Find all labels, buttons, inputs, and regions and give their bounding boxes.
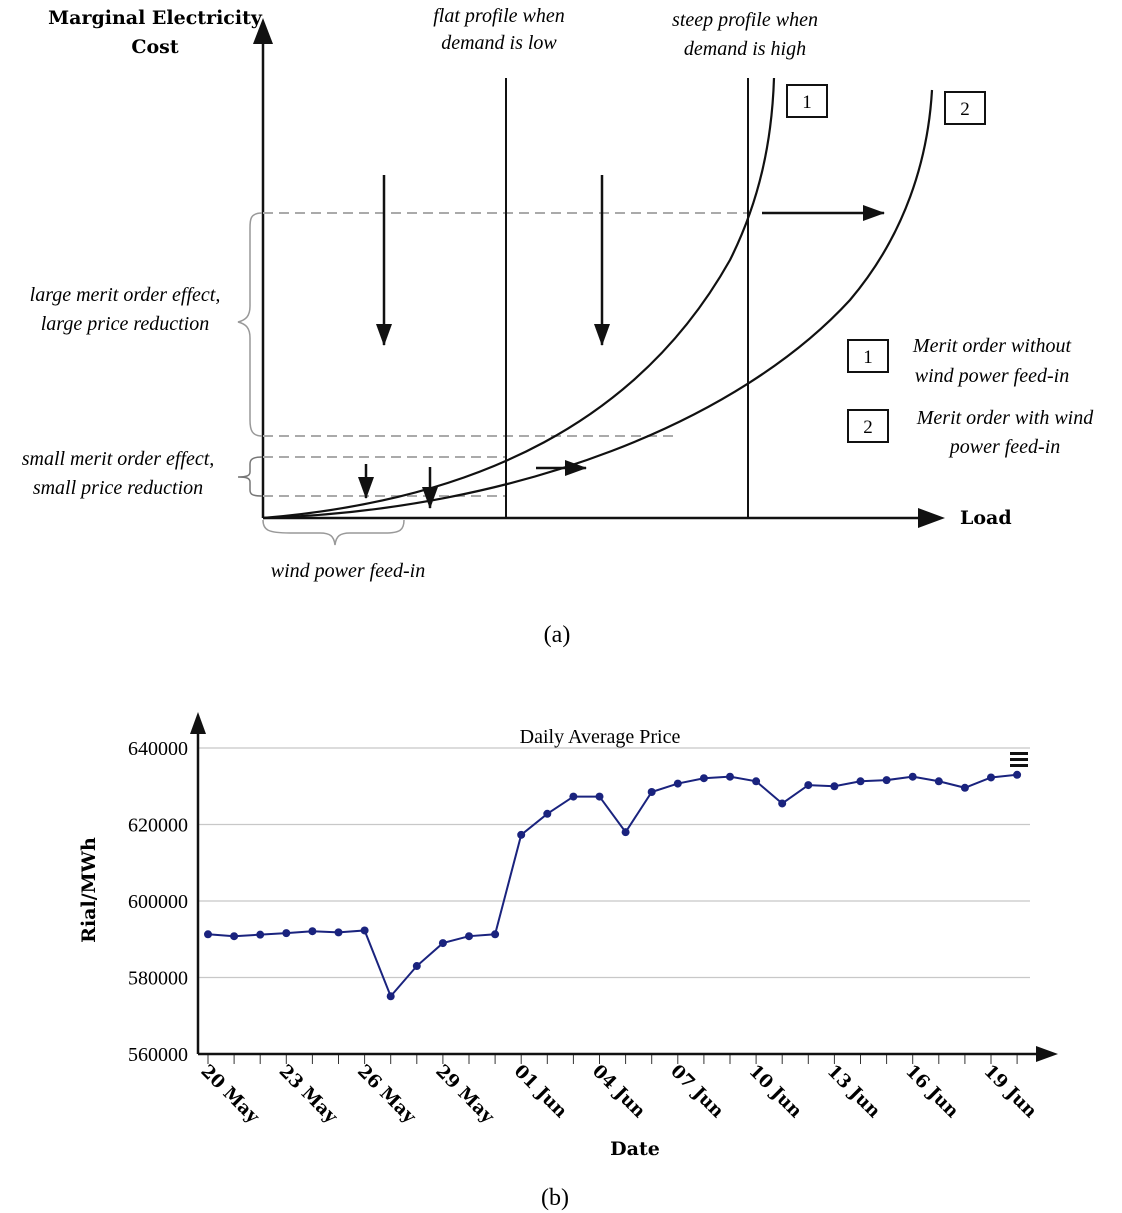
price-series-line [207,773,1018,999]
x-tick-label: 19 Jun [979,1061,1041,1123]
hamburger-menu-icon[interactable] [1010,752,1028,767]
y-tick-label: 600000 [128,891,188,913]
curve-tag-1-box [786,84,828,118]
x-tick-label: 16 Jun [901,1061,963,1123]
data-point[interactable] [778,799,787,808]
data-point[interactable] [830,782,839,791]
data-point[interactable] [230,932,239,941]
data-point[interactable] [1013,770,1022,779]
panel-b: 560000 580000 600000 620000 640000 20 May 23 … [78,712,1058,1211]
curve-tag-2-box [944,91,986,125]
data-point[interactable] [334,928,343,937]
panel-a-caption: (a) [544,622,571,648]
data-point[interactable] [960,783,969,792]
merit-order-curve-1 [262,77,776,520]
small-effect-brace [237,456,263,497]
data-point[interactable] [543,809,552,818]
legend-1-line1: Merit order without [912,335,1072,357]
panel-a-y-axis-label-line1: Marginal Electricity [48,7,263,29]
wind-feed-in-label: wind power feed-in [271,560,425,582]
y-tick-label: 640000 [128,738,188,760]
steep-profile-label-line1: steep profile when [672,9,818,31]
panel-b-y-axis-arrow [190,712,206,734]
panel-b-x-ticks: 20 May 23 May 26 May 29 May 01 Jun 04 Jun 07 J… [196,1054,1041,1128]
large-effect-brace [237,212,263,437]
y-tick-label: 580000 [128,968,188,990]
panel-a-y-axis-label-line2: Cost [131,36,178,58]
data-point[interactable] [465,932,473,941]
wind-feed-in-brace [262,519,405,546]
data-point[interactable] [308,927,317,936]
data-point[interactable] [517,830,526,839]
x-tick-label: 13 Jun [823,1061,885,1123]
price-series-points [204,770,1022,1001]
x-tick-label: 01 Jun [510,1061,572,1123]
legend-2-line2: power feed-in [948,436,1061,458]
data-point[interactable] [360,926,369,935]
steep-profile-label-line2: demand is high [684,38,806,60]
data-point[interactable] [256,930,265,939]
panel-b-x-axis-arrow [1036,1046,1058,1062]
data-point[interactable] [804,781,813,790]
x-tick-label: 29 May [431,1061,498,1128]
y-tick-label: 620000 [128,815,188,837]
y-tick-label: 560000 [128,1044,188,1066]
small-effect-label-line2: small price reduction [33,477,203,499]
panel-b-title: Daily Average Price [520,726,681,748]
legend-tag-1-box [847,339,889,373]
large-effect-label-line2: large price reduction [41,313,209,335]
data-point[interactable] [699,774,708,783]
flat-profile-label-line2: demand is low [441,32,557,54]
data-point[interactable] [569,792,578,801]
legend-1-line2: wind power feed-in [915,365,1069,387]
data-point[interactable] [934,777,943,786]
data-point[interactable] [647,787,656,796]
data-point[interactable] [987,773,995,782]
data-point[interactable] [856,777,865,786]
x-tick-label: 07 Jun [666,1061,728,1123]
panel-a-y-axis-arrow [253,18,273,44]
data-point[interactable] [282,929,291,938]
panel-a-x-axis-label: Load [960,507,1012,529]
panel-a: Marginal Electricity Cost Load 1 2 flat … [22,5,1095,648]
x-tick-label: 04 Jun [588,1061,650,1123]
x-tick-label: 26 May [353,1061,420,1128]
legend-2-line1: Merit order with wind [916,407,1094,429]
large-effect-label-line1: large merit order effect, [30,284,221,306]
panel-b-y-axis-label: Rial/MWh [78,837,100,943]
small-effect-label-line1: small merit order effect, [22,448,215,470]
data-point[interactable] [882,776,891,785]
panel-a-x-axis-arrow [918,508,945,528]
x-tick-label: 23 May [275,1061,342,1128]
curve-tag-2: 2 [960,99,970,120]
panel-b-x-axis-label: Date [610,1138,660,1160]
x-tick-label: 10 Jun [745,1061,807,1123]
data-point[interactable] [595,792,604,801]
data-point[interactable] [621,828,630,837]
x-tick-label: 20 May [196,1061,263,1128]
curve-tag-1: 1 [802,92,812,113]
panel-b-gridlines [198,747,1030,979]
data-point[interactable] [752,777,761,786]
data-point[interactable] [438,939,447,948]
data-point[interactable] [386,992,395,1001]
panel-b-caption: (b) [541,1185,569,1211]
flat-profile-label-line1: flat profile when [433,5,564,27]
data-point[interactable] [204,930,212,939]
panel-b-y-tick-labels: 560000 580000 600000 620000 640000 [128,738,188,1066]
data-point[interactable] [726,772,734,781]
data-point[interactable] [491,930,500,939]
data-point[interactable] [673,779,682,788]
legend-tag-1: 1 [863,347,873,368]
legend-tag-2-box [847,409,889,443]
data-point[interactable] [412,962,421,971]
merit-order-curve-2 [262,89,934,520]
data-point[interactable] [908,772,917,781]
legend-tag-2: 2 [863,417,873,438]
